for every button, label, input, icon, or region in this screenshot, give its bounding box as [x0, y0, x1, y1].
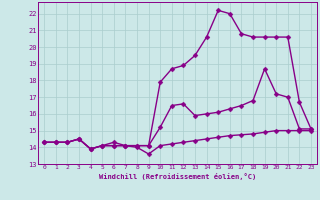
- X-axis label: Windchill (Refroidissement éolien,°C): Windchill (Refroidissement éolien,°C): [99, 173, 256, 180]
